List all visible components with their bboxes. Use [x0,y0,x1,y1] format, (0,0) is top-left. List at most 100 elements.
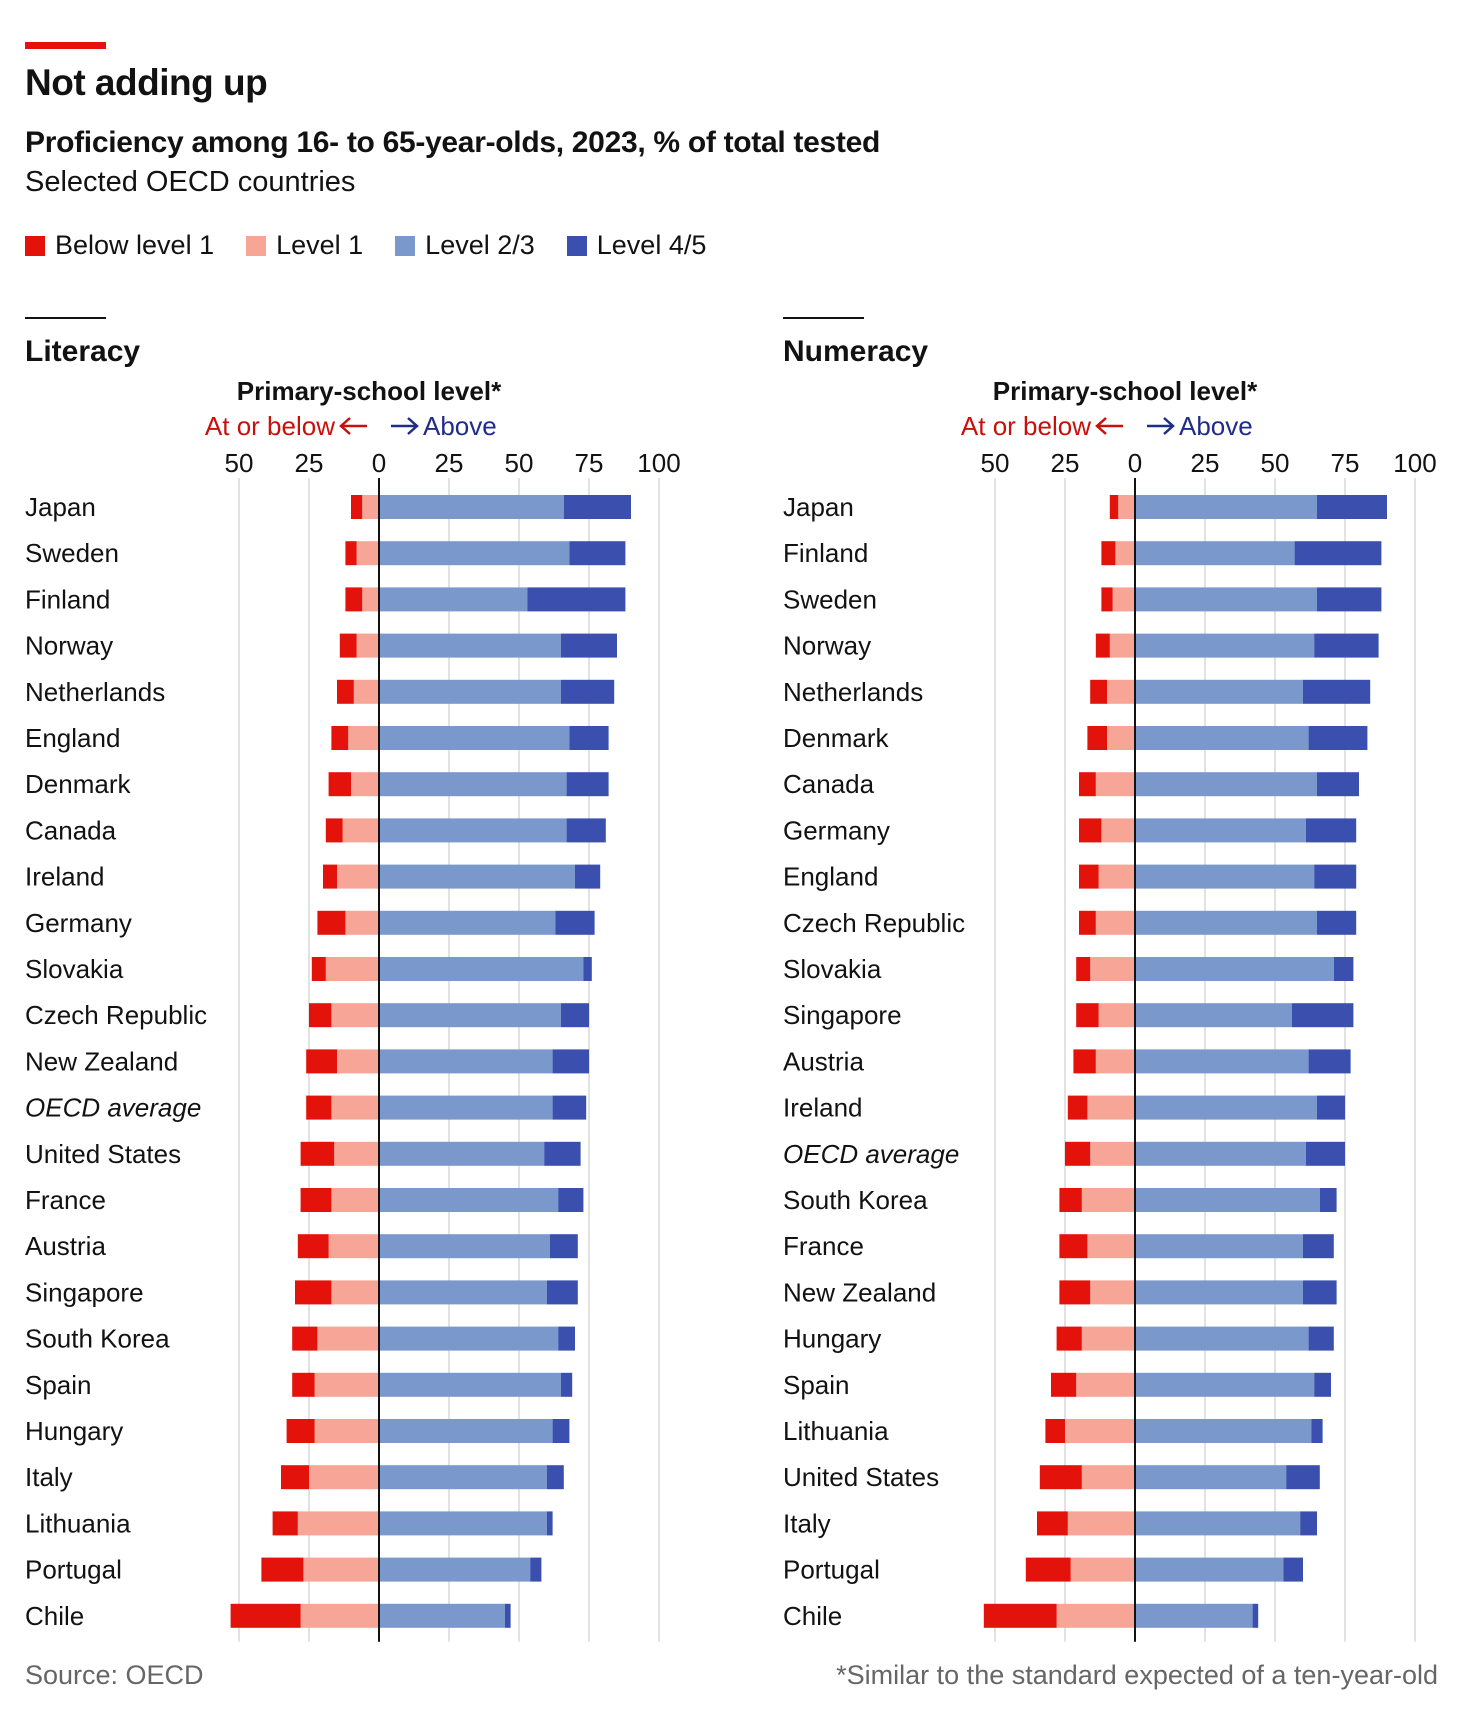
category-label: Italy [25,1462,73,1492]
category-label: New Zealand [783,1277,936,1307]
bar-level-1 [317,1326,379,1351]
bar-level-1 [362,495,379,519]
category-label: Portugal [25,1555,122,1585]
category-label: Czech Republic [783,908,965,938]
bar-level-2-3 [379,1234,550,1259]
tick-label: 0 [372,448,386,478]
charts-canvas: Literacy Primary-school level* At or below… [25,317,1437,1642]
source-note: Source: OECD [25,1660,204,1690]
bar-level-1 [1107,679,1135,704]
bar-level-1 [1101,818,1135,843]
bar-level-2-3 [1135,1095,1317,1120]
category-label: Italy [783,1508,831,1538]
bar-level-4-5 [1308,726,1368,750]
category-label: Netherlands [783,677,923,707]
category-label: Spain [783,1370,850,1400]
category-label: Ireland [783,1093,863,1123]
bar-below-level-1 [1101,541,1116,566]
bar-level-1 [1090,1280,1135,1305]
bar-level-2-3 [379,957,584,981]
bar-below-level-1 [331,726,349,750]
category-label: Chile [783,1601,842,1631]
bar-below-level-1 [1056,1326,1082,1351]
bar-level-4-5 [1286,1465,1320,1490]
category-label: Austria [783,1046,864,1076]
bar-level-4-5 [555,910,595,935]
bar-below-level-1 [1079,818,1102,843]
bar-level-4-5 [563,495,631,519]
tick-label: 50 [225,448,254,478]
bar-below-level-1 [1037,1511,1068,1536]
bar-level-4-5 [1291,1003,1354,1028]
bar-level-1 [325,957,379,981]
category-label: Lithuania [783,1416,889,1446]
bar-below-level-1 [306,1095,332,1120]
legend: Below level 1 Level 1 Level 2/3 Level 4/… [25,230,706,261]
bar-level-4-5 [558,1188,584,1212]
bar-below-level-1 [1087,726,1107,750]
bar-level-4-5 [1308,1326,1334,1351]
bar-level-1 [337,864,379,889]
bar-level-4-5 [1308,1049,1351,1074]
bar-below-level-1 [1067,1095,1088,1120]
bar-level-1 [331,1280,379,1305]
bar-below-level-1 [1059,1188,1082,1212]
bar-below-level-1 [337,679,354,704]
legend-swatch [246,235,267,256]
bar-below-level-1 [1065,1141,1091,1166]
bar-level-2-3 [379,726,570,750]
category-label: Canada [783,769,875,799]
bar-below-level-1 [1079,772,1096,797]
bar-below-level-1 [339,633,357,658]
bar-level-2-3 [1135,1372,1315,1397]
bar-level-4-5 [530,1557,542,1582]
bar-below-level-1 [345,541,357,566]
bar-level-2-3 [379,1603,505,1628]
bar-level-1 [1090,957,1135,981]
bar-level-4-5 [561,1372,573,1397]
bar-level-2-3 [379,633,561,658]
bar-below-level-1 [281,1465,309,1490]
category-label: Lithuania [25,1508,131,1538]
bar-level-4-5 [527,587,626,612]
right-direction-label: Above [1179,411,1253,441]
bar-level-2-3 [379,679,561,704]
bar-level-2-3 [1135,910,1317,935]
bar-below-level-1 [983,1603,1057,1628]
bar-level-1 [314,1419,379,1443]
bar-level-4-5 [561,633,617,658]
bar-level-4-5 [1283,1557,1303,1582]
bar-level-4-5 [1252,1603,1259,1628]
bar-below-level-1 [309,1003,332,1028]
left-direction-label: At or below [961,411,1091,441]
bar-level-2-3 [1135,726,1309,750]
arrow-left-icon [339,417,367,435]
category-label: Netherlands [25,677,165,707]
bar-below-level-1 [272,1511,298,1536]
bar-level-4-5 [558,1326,575,1351]
category-label: Germany [783,815,890,845]
category-label: Denmark [783,723,889,753]
bar-below-level-1 [328,772,351,797]
arrow-left-icon [1095,417,1123,435]
tick-label: 25 [1051,448,1080,478]
bar-below-level-1 [1090,679,1107,704]
annotation-label: Primary-school level* [993,376,1258,406]
category-label: Ireland [25,862,105,892]
bar-level-4-5 [547,1465,564,1490]
category-label: United States [783,1462,939,1492]
bar-level-2-3 [1135,1049,1309,1074]
bar-level-4-5 [552,1095,587,1120]
category-label: Spain [25,1370,92,1400]
bar-below-level-1 [300,1188,332,1212]
bar-below-level-1 [1076,1003,1099,1028]
bar-level-4-5 [575,864,601,889]
category-label: Norway [783,631,871,661]
bar-level-4-5 [569,726,609,750]
tick-label: 50 [1261,448,1290,478]
bar-level-4-5 [1305,818,1357,843]
bar-level-1 [331,1003,379,1028]
category-label: Japan [783,492,854,522]
bar-level-4-5 [1317,910,1357,935]
bar-level-1 [337,1049,379,1074]
